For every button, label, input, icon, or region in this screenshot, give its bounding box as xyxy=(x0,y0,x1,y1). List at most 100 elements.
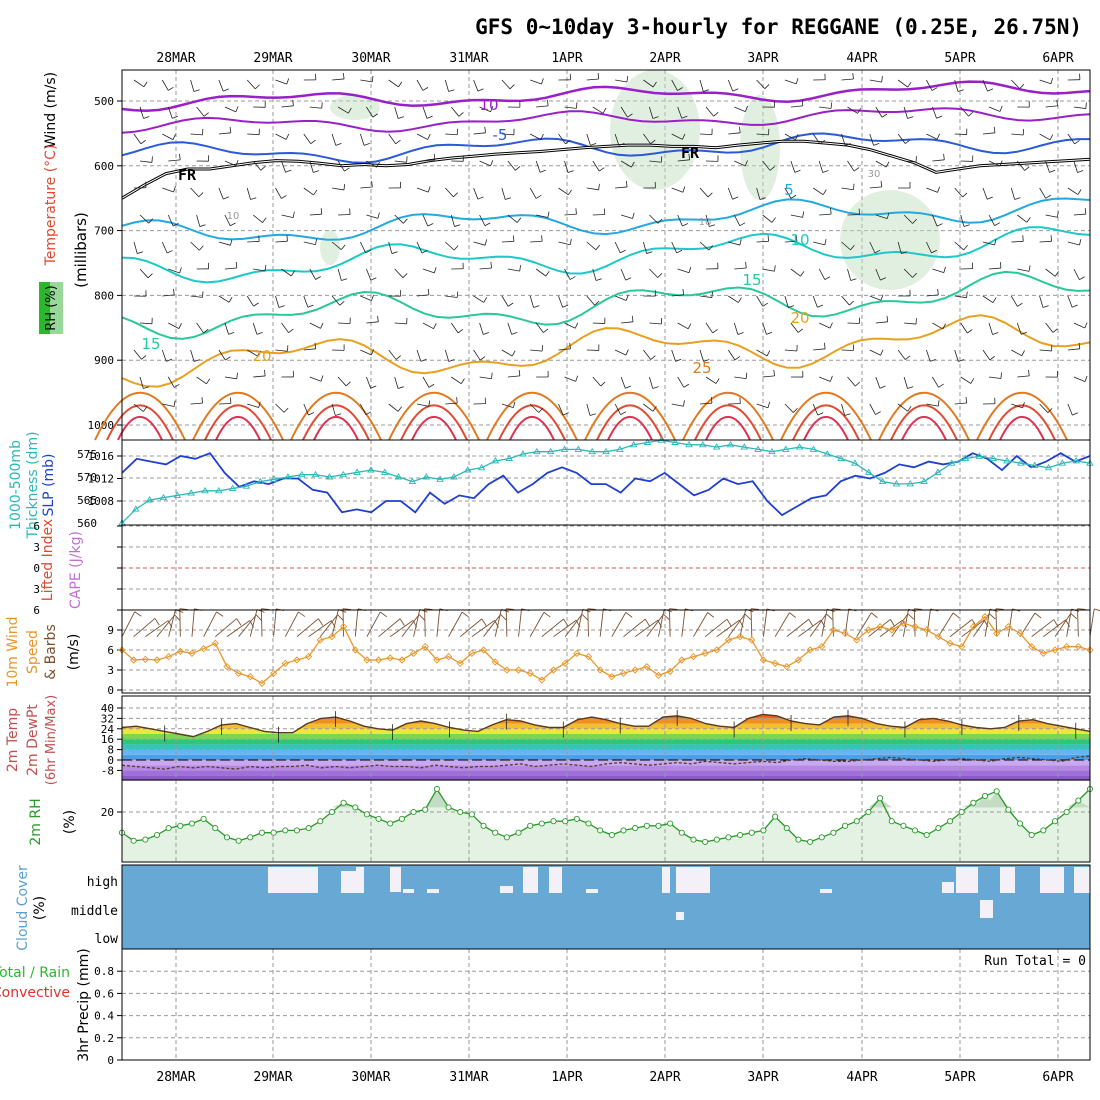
wind-barb xyxy=(699,295,712,298)
wind-barb-flag xyxy=(345,381,351,387)
wind-barb xyxy=(530,349,543,352)
wind-barb xyxy=(196,106,205,117)
precip-frame xyxy=(121,948,1091,1061)
cloud-gap xyxy=(1000,867,1015,893)
wind-barb xyxy=(762,160,771,171)
precip-convective-label: Convective xyxy=(0,985,70,1001)
surface-wind-barb xyxy=(529,612,545,637)
wind-barb-flag xyxy=(341,278,348,281)
wind-barb-flag xyxy=(874,249,881,254)
wind-barb xyxy=(501,349,513,357)
surface-wind-barb-flag xyxy=(255,614,263,621)
wind-barb xyxy=(247,133,260,136)
rh-tick-label: 20 xyxy=(101,806,114,819)
rh-marker xyxy=(818,834,825,841)
slp-tick-label: 1012 xyxy=(88,473,115,486)
wind-barb xyxy=(988,267,1001,270)
wind-barb-flag xyxy=(1022,402,1025,408)
date-label-top: 30MAR xyxy=(351,51,390,66)
wind-barb xyxy=(331,403,336,416)
wind-barb xyxy=(253,375,266,378)
wind-barb-flag xyxy=(377,315,379,322)
wind-barb xyxy=(394,376,399,389)
wind-barb-flag xyxy=(203,112,209,117)
wind-barb xyxy=(529,295,534,308)
wind-barb-flag xyxy=(140,139,146,145)
thickness-marker xyxy=(284,473,292,480)
wind-barb xyxy=(303,295,309,308)
rh-marker xyxy=(562,818,569,825)
wind-barb-flag xyxy=(744,105,748,112)
surface-wind-barb-flag xyxy=(1053,619,1059,627)
wind-speed-marker xyxy=(666,667,674,675)
wind-speed-marker xyxy=(479,646,488,654)
date-label-top: 2APR xyxy=(649,51,680,66)
wind-barb-flag xyxy=(1071,304,1078,308)
wind-barb xyxy=(677,322,689,330)
surface-wind-barb-flag xyxy=(989,613,996,620)
rh-marker xyxy=(807,838,814,845)
wind-barb xyxy=(1067,133,1075,145)
wind-barb xyxy=(162,187,174,193)
cloud-gap xyxy=(676,912,684,920)
wind-barb xyxy=(790,105,803,108)
surface-wind-barb xyxy=(564,614,583,637)
wind-speed-marker xyxy=(724,636,733,644)
wind-barb xyxy=(281,268,292,277)
contour-label: 20 xyxy=(252,347,271,365)
date-label-bottom: 3APR xyxy=(747,1070,778,1085)
surface-wind-barb-flag xyxy=(261,608,270,610)
rh-marker xyxy=(993,788,1000,795)
wind-barb-flag xyxy=(193,89,200,92)
wind-barb-flag xyxy=(320,208,323,215)
wind-barb xyxy=(366,321,379,324)
wind-barb xyxy=(869,186,882,189)
wind-barb-flag xyxy=(1026,217,1031,223)
surface-wind-barb xyxy=(156,614,176,637)
wind-barb-flag xyxy=(936,115,943,119)
precip-total-rain-label: Total / Rain xyxy=(0,965,70,981)
wind-speed-marker xyxy=(794,656,803,664)
wind-barb xyxy=(614,295,627,301)
surface-wind-barb-flag xyxy=(663,613,670,621)
wind-barb-flag xyxy=(147,273,153,279)
wind-speed-marker xyxy=(269,669,278,677)
wind-barb xyxy=(728,241,741,246)
surface-wind-barb xyxy=(342,608,345,637)
surface-wind-barb-flag xyxy=(563,618,569,627)
wind-barb-flag xyxy=(575,375,579,382)
wind-speed-marker xyxy=(736,633,744,641)
warm-dome-contour xyxy=(486,391,578,441)
slp-tick-label: 1016 xyxy=(88,450,115,463)
thickness-marker xyxy=(367,466,375,473)
wind-speed-marker xyxy=(701,649,709,657)
wind-barb-flag xyxy=(370,385,377,389)
warm-dome-contour xyxy=(803,415,849,441)
wind-barb xyxy=(1067,241,1080,246)
wind-barb-flag xyxy=(235,261,238,269)
rh-marker xyxy=(1063,808,1070,816)
surface-wind-barb xyxy=(226,620,251,638)
warm-dome-contour xyxy=(682,391,774,441)
thickness-marker xyxy=(699,440,707,448)
wind-barb-flag xyxy=(942,323,946,330)
rh-marker xyxy=(783,825,790,832)
surface-wind-barb xyxy=(832,608,834,637)
warm-dome-contour xyxy=(901,415,947,441)
wind-barb xyxy=(1011,133,1024,136)
wind-barb xyxy=(558,133,566,145)
rh-frame xyxy=(121,779,1091,863)
wind-unit-label: (m/s) xyxy=(66,634,82,671)
wind-barb xyxy=(558,403,564,416)
wind-barb xyxy=(926,349,931,362)
wind-barb xyxy=(246,187,251,200)
wind-barb xyxy=(161,241,168,254)
wind-barb xyxy=(507,268,520,272)
wind-barb-flag xyxy=(762,302,769,307)
upper-air-frame xyxy=(121,69,1091,441)
wind-barb xyxy=(818,160,824,173)
surface-wind-barb-flag xyxy=(154,618,160,626)
wind-speed-marker xyxy=(596,666,604,674)
wind-barb-flag xyxy=(886,212,890,219)
wind-barb xyxy=(416,79,424,91)
